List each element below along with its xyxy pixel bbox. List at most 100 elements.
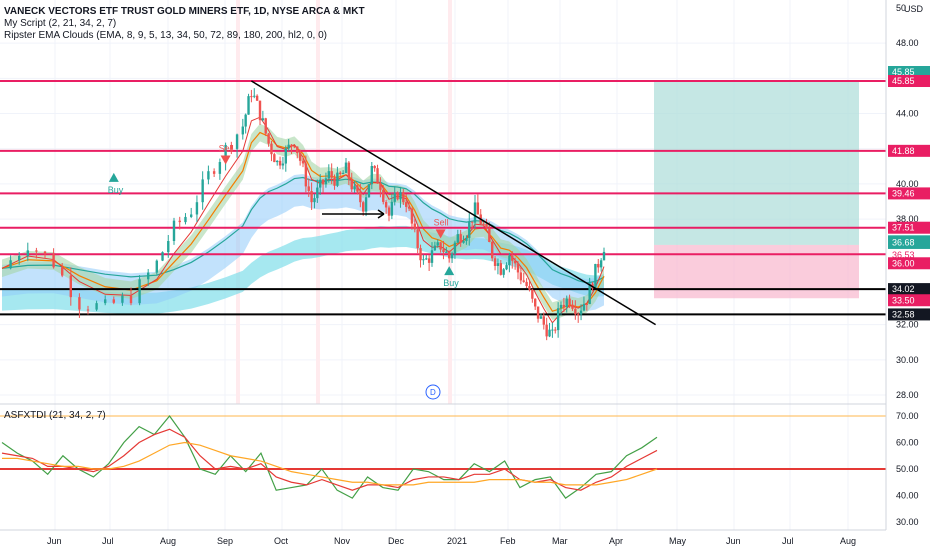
candle-body	[465, 237, 468, 242]
candle-body	[367, 184, 371, 198]
candle-body	[459, 234, 462, 243]
time-tick: Apr	[609, 536, 623, 546]
chart-title: VANECK VECTORS ETF TRUST GOLD MINERS ETF…	[4, 6, 365, 17]
candle-body	[284, 148, 287, 164]
last-price-label: 36.68	[892, 237, 915, 247]
candle-body	[419, 248, 422, 261]
time-tick: 2021	[447, 536, 467, 546]
candle-body	[78, 297, 81, 310]
candle-body	[261, 118, 265, 121]
candle-body	[218, 162, 222, 174]
candle-body	[496, 263, 500, 266]
candle-body	[304, 163, 308, 187]
sell-arrow-icon	[220, 155, 231, 165]
candle-body	[577, 314, 580, 316]
buy-label: Buy	[443, 278, 459, 288]
candle-body	[522, 280, 525, 282]
osc-tick: 30.00	[896, 517, 919, 527]
candle-body	[554, 329, 557, 331]
candle-body	[184, 216, 187, 223]
buy-label: Buy	[108, 185, 124, 195]
candle-body	[247, 96, 250, 115]
candle-body	[364, 197, 368, 212]
candle-body	[516, 263, 520, 273]
candle-body	[18, 255, 21, 261]
buy-arrow-icon	[444, 266, 455, 276]
time-tick: Aug	[840, 536, 856, 546]
candle-body	[513, 260, 517, 264]
candle-body	[599, 260, 603, 268]
candle-body	[602, 251, 606, 261]
candle-body	[499, 263, 502, 275]
sell-arrow-icon	[435, 229, 446, 239]
label-41-88: 41.88	[892, 146, 915, 156]
label-33-50: 33.50	[892, 295, 915, 305]
candle-body	[473, 202, 477, 223]
candle-body	[405, 202, 408, 207]
candle-body	[112, 299, 115, 303]
candle-body	[9, 260, 12, 269]
candle-body	[281, 163, 285, 166]
candle-body	[396, 193, 399, 200]
trendline	[251, 80, 656, 326]
candle-body	[69, 275, 72, 298]
candle-body	[390, 201, 394, 216]
price-tick: 32.00	[896, 320, 919, 330]
osc-legend: ASFXTDI (21, 34, 2, 7)	[4, 410, 106, 421]
label-37-51: 37.51	[892, 223, 915, 233]
sell-label: Sell	[434, 217, 449, 227]
candle-body	[316, 187, 319, 199]
candle-body	[393, 193, 396, 202]
candle-body	[379, 183, 382, 190]
candle-body	[376, 168, 379, 184]
label-36-53-bg	[888, 248, 930, 261]
trendline	[251, 80, 656, 326]
candle-body	[178, 220, 181, 223]
candle-body	[129, 295, 133, 304]
label-36-53: 36.53	[892, 250, 915, 260]
candle-body	[468, 221, 471, 238]
label-32-58-bg	[888, 308, 930, 321]
signals: Buy Sell Sell Buy	[108, 144, 459, 289]
candle-body	[43, 251, 47, 255]
price-tick: 40.00	[896, 179, 919, 189]
price-tick: 44.00	[896, 109, 919, 119]
candle-body	[138, 279, 141, 304]
candle-body	[356, 186, 359, 192]
candle-body	[425, 258, 428, 260]
candle-body	[293, 146, 296, 148]
candle-body	[333, 177, 336, 186]
script-legend: My Script (2, 21, 34, 2, 7)	[4, 18, 117, 29]
candle-body	[511, 255, 514, 261]
candle-body	[224, 144, 227, 163]
ema-line-red	[1, 116, 605, 324]
candle-body	[155, 260, 158, 273]
candle-body	[161, 252, 164, 261]
candle-body	[542, 316, 545, 325]
time-tick: Aug	[160, 536, 176, 546]
arrow-head	[377, 209, 385, 219]
candle-body	[95, 303, 98, 310]
candle-body	[519, 272, 523, 281]
candle-body	[244, 114, 247, 127]
candle-body	[439, 242, 442, 250]
candle-body	[382, 189, 385, 202]
candle-body	[505, 265, 508, 270]
candle-body	[147, 272, 150, 280]
candle-body	[190, 214, 193, 217]
price-tick: 30.00	[896, 355, 919, 365]
time-tick: Feb	[500, 536, 516, 546]
price-axis-bg	[886, 0, 932, 550]
candle-body	[482, 223, 485, 225]
candle-body	[359, 191, 362, 203]
osc-tick: 70.00	[896, 411, 919, 421]
buy-arrow-icon	[108, 172, 119, 182]
d-marker: D	[425, 384, 441, 400]
candle-body	[61, 267, 64, 276]
candle-body	[422, 259, 425, 261]
candle-body	[597, 263, 600, 268]
candle-body	[427, 258, 431, 263]
candle-body	[313, 198, 316, 203]
ema-legend: Ripster EMA Clouds (EMA, 8, 9, 5, 13, 34…	[4, 30, 327, 41]
